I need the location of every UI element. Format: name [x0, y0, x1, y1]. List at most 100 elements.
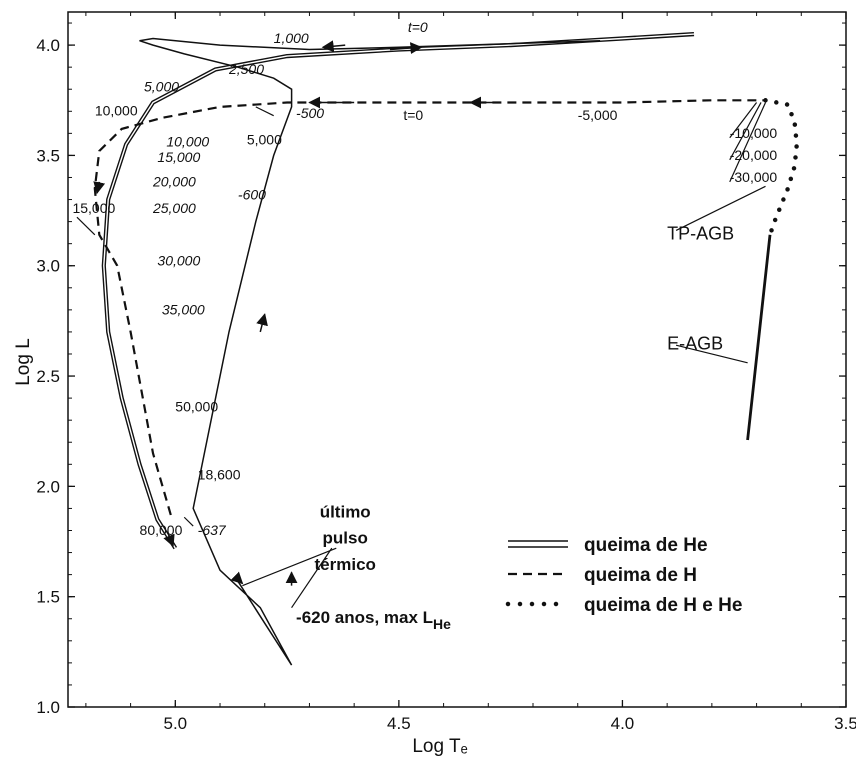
annotation-label: 25,000	[152, 200, 196, 216]
axes: 5.0 4.5 4.0 3.5 1.0 1.5 2.0 2.5 3.0 3.5 4.0	[36, 11, 856, 733]
direction-arrow	[163, 533, 175, 548]
leader-line	[729, 102, 762, 161]
annotation-label: 5,000	[144, 78, 179, 94]
annotation-text: 80,000	[140, 522, 183, 538]
annotation-label: 20,000	[152, 173, 196, 189]
annotation-text: -30,000	[730, 169, 778, 185]
legend: queima de He queima de H queima de H e He	[505, 535, 742, 616]
x-tick-label: 5.0	[163, 714, 187, 733]
direction-arrow	[256, 313, 268, 333]
annotation-text: t=0	[403, 107, 423, 123]
annotation-label: 30,000	[157, 253, 200, 269]
y-tick-label: 3.5	[36, 146, 60, 165]
annotation-label: térmico	[315, 555, 376, 574]
series-h-he-burning	[763, 98, 800, 238]
series-he-burning-inner	[103, 33, 695, 549]
annotation-text: 20,000	[152, 173, 196, 189]
annotation-label: 80,000	[140, 522, 183, 538]
annotation-text: E-AGB	[667, 334, 723, 354]
direction-arrow	[389, 42, 423, 55]
leader-line	[729, 102, 758, 139]
leader-line	[76, 216, 96, 236]
annotation-label: E-AGB	[667, 334, 723, 354]
annotation-text: -20,000	[730, 147, 778, 163]
leader-line	[675, 344, 748, 364]
annotation-label: -10,000	[730, 125, 778, 141]
annotation-text: 10,000	[95, 103, 138, 119]
annotation-label: 10,000	[95, 103, 138, 119]
y-tick-label: 4.0	[36, 36, 60, 55]
leader-line	[675, 185, 766, 231]
annotation-text: térmico	[315, 555, 376, 574]
series-e-agb	[746, 234, 772, 441]
series-h-burning	[93, 99, 766, 516]
annotation-text: 18,600	[198, 467, 241, 483]
y-axis-label: Log L	[13, 338, 34, 386]
annotation-label: -30,000	[730, 169, 778, 185]
series-thin-track	[139, 37, 601, 666]
annotation-text: t=0	[408, 19, 428, 35]
annotation-subscript: He	[433, 616, 451, 632]
annotation-text: TP-AGB	[667, 223, 734, 243]
annotation-label: 15,000	[72, 200, 115, 216]
leader-line	[183, 516, 194, 527]
annotation-label: 5,000	[247, 131, 282, 147]
leader-line	[242, 547, 337, 587]
series-layer	[76, 32, 800, 666]
annotation-label: 50,000	[175, 398, 218, 414]
x-tick-label: 4.5	[387, 714, 411, 733]
leader-line	[291, 547, 333, 609]
leader-line	[255, 106, 274, 117]
annotation-text: 5,000	[144, 78, 179, 94]
annotation-text: -500	[296, 105, 324, 121]
x-tick-label: 4.0	[611, 714, 635, 733]
annotation-label: TP-AGB	[667, 223, 734, 243]
x-axis-label: Log Tₑ	[412, 736, 467, 757]
y-tick-label: 3.0	[36, 257, 60, 276]
annotation-text: 15,000	[72, 200, 115, 216]
annotation-label: -5,000	[578, 107, 618, 123]
annotation-label: 1,000	[274, 30, 309, 46]
annotation-label: t=0	[403, 107, 423, 123]
annotation-label: 18,600	[198, 467, 241, 483]
y-tick-label: 1.0	[36, 698, 60, 717]
annotation-label: t=0	[408, 19, 428, 35]
annotation-text: 35,000	[162, 301, 205, 317]
legend-label: queima de H e He	[584, 595, 742, 616]
annotation-text: 2,500	[228, 61, 264, 77]
annotation-text: 1,000	[274, 30, 309, 46]
direction-arrow	[321, 40, 346, 53]
legend-label: queima de He	[584, 535, 708, 556]
y-tick-label: 1.5	[36, 588, 60, 607]
annotation-text: -10,000	[730, 125, 778, 141]
annotation-label: -600	[238, 187, 266, 203]
annotation-label: -620 anos, max LHe	[296, 608, 451, 632]
annotation-label: 15,000	[157, 149, 200, 165]
annotation-text: 50,000	[175, 398, 218, 414]
annotation-text: 25,000	[152, 200, 196, 216]
annotation-text: 10,000	[166, 134, 209, 150]
annotation-text: 15,000	[157, 149, 200, 165]
annotation-label: 2,500	[228, 61, 264, 77]
annotation-text: -600	[238, 187, 266, 203]
annotation-text: 5,000	[247, 131, 282, 147]
x-tick-label: 3.5	[834, 714, 856, 733]
plot-frame	[67, 11, 847, 708]
annotation-label: -500	[296, 105, 324, 121]
direction-arrow	[93, 181, 106, 195]
y-tick-label: 2.0	[36, 477, 60, 496]
legend-label: queima de H	[584, 565, 697, 586]
annotation-text: pulso	[323, 529, 368, 548]
annotation-label: pulso	[323, 529, 368, 548]
annotation-label: -637	[198, 522, 227, 538]
leader-line	[729, 102, 767, 183]
annotation-label: 35,000	[162, 301, 205, 317]
annotation-text: -620 anos, max L	[296, 608, 433, 627]
annotation-label: 10,000	[166, 134, 209, 150]
annotation-text: último	[320, 502, 371, 521]
annotation-layer: t=01,0002,5005,00010,00010,00015,00020,0…	[72, 19, 777, 632]
annotation-text: -5,000	[578, 107, 618, 123]
annotation-label: -20,000	[730, 147, 778, 163]
annotation-text: -637	[198, 522, 227, 538]
